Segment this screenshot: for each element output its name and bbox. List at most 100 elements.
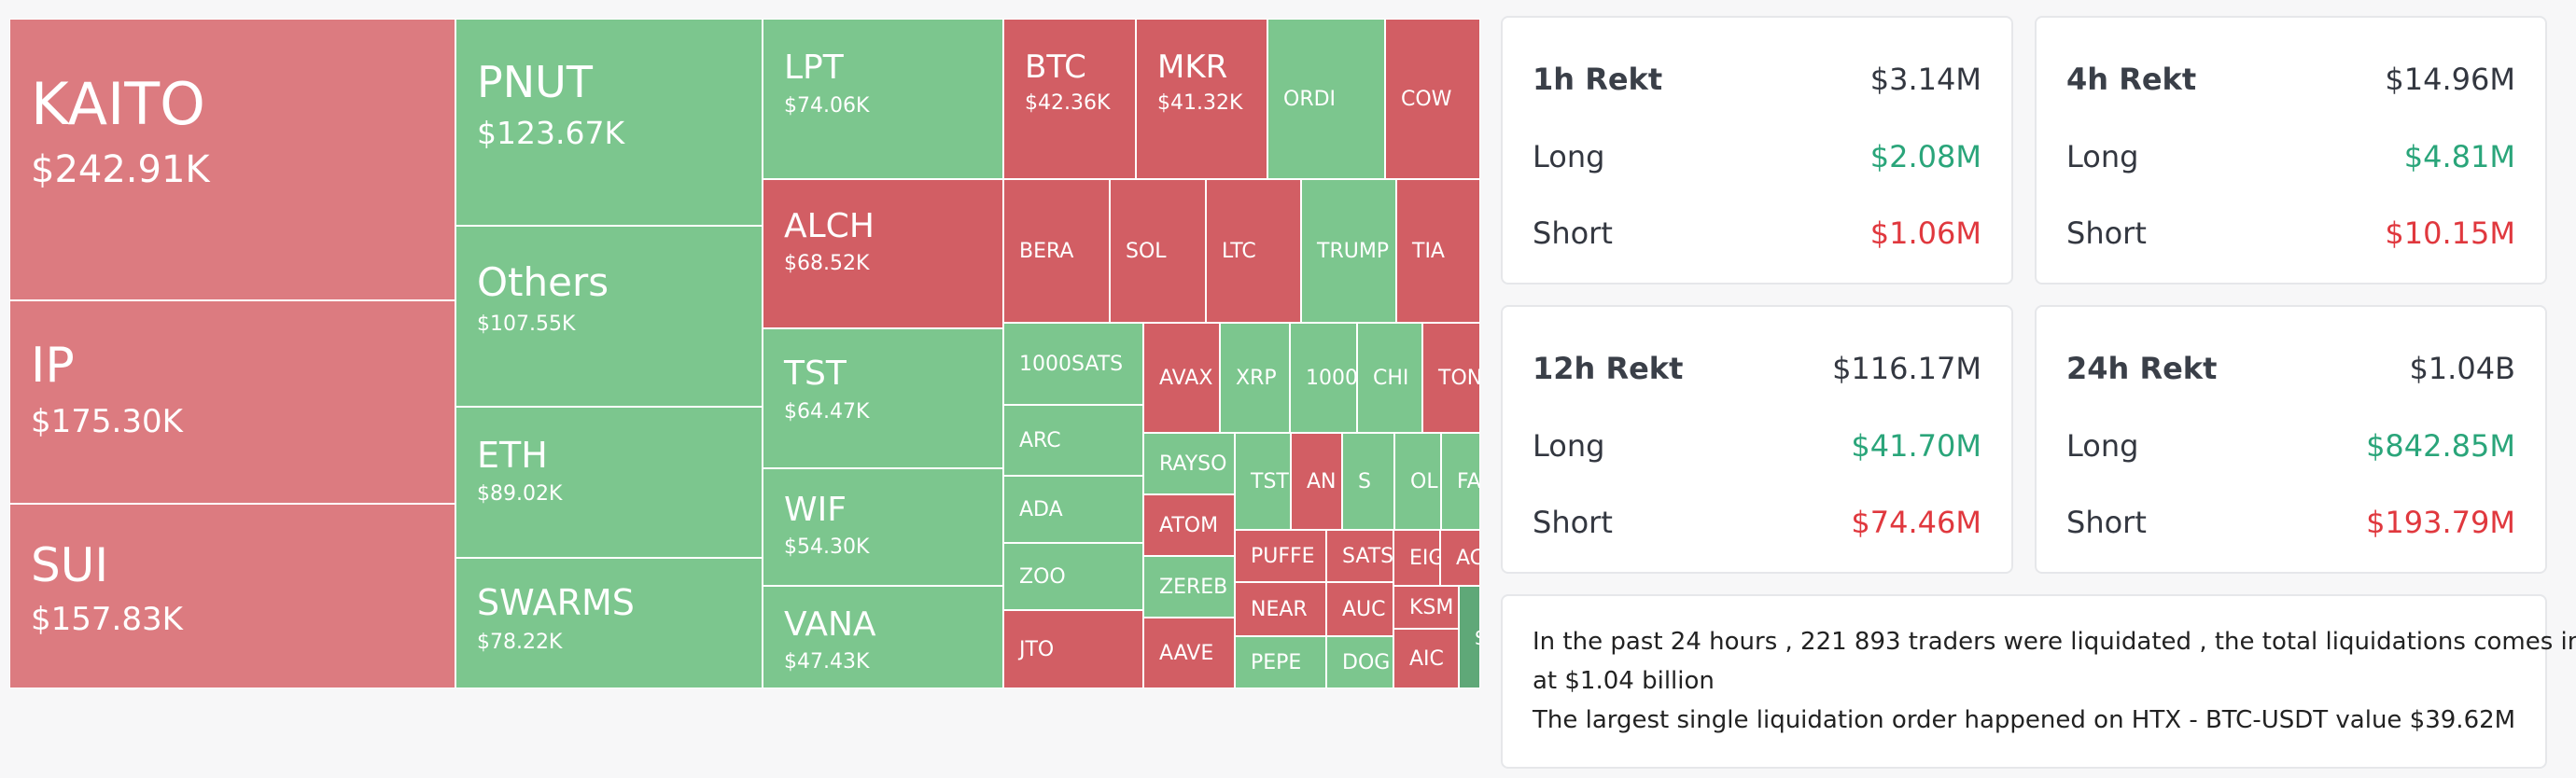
treemap-tile-ac[interactable]: AC [1440, 530, 1480, 586]
treemap-tile-tst[interactable]: TST $64.47K [763, 328, 1003, 468]
treemap-tile-auc[interactable]: AUC [1326, 582, 1393, 636]
treemap-tile-aic[interactable]: AIC [1393, 629, 1459, 688]
tile-symbol: ORDI [1283, 88, 1337, 111]
tile-symbol: MKR [1157, 49, 1228, 86]
treemap-tile-s[interactable]: S [1459, 586, 1480, 688]
treemap-tile-avax[interactable]: AVAX [1143, 323, 1220, 433]
tile-symbol: LTC [1222, 240, 1256, 263]
tile-symbol: IP [31, 338, 75, 394]
treemap-tile-xrp[interactable]: XRP [1220, 323, 1290, 433]
tile-symbol: COW [1401, 88, 1452, 111]
tile-symbol: AUC [1342, 598, 1386, 621]
treemap-tile-arc[interactable]: ARC [1003, 405, 1143, 476]
tile-symbol: OL [1410, 470, 1438, 493]
treemap-tile-mkr[interactable]: MKR $41.32K [1136, 19, 1267, 179]
treemap-tile-ksm[interactable]: KSM [1393, 586, 1459, 629]
tile-value: $123.67K [477, 115, 625, 151]
treemap-tile-ordi[interactable]: ORDI [1267, 19, 1385, 179]
treemap-tile-trump[interactable]: TRUMP [1301, 179, 1396, 323]
tile-symbol: SWARMS [477, 582, 635, 623]
tile-symbol: PUFFE [1251, 545, 1315, 568]
treemap-tile-wif[interactable]: WIF $54.30K [763, 468, 1003, 586]
long-label: Long [2066, 428, 2139, 464]
treemap-tile-1000[interactable]: 1000 [1290, 323, 1357, 433]
tile-value: $89.02K [477, 482, 563, 506]
short-label: Short [2066, 215, 2147, 251]
short-label: Short [1533, 215, 1613, 251]
tile-symbol: TON [1438, 367, 1480, 390]
tile-symbol: XRP [1236, 367, 1277, 390]
treemap-tile-swarms[interactable]: SWARMS $78.22K [455, 558, 763, 688]
summary-line-3: The largest single liquidation order hap… [1533, 706, 2516, 734]
treemap-tile-s[interactable]: S [1342, 433, 1394, 530]
long-value: $41.70M [1851, 428, 1981, 464]
short-label: Short [2066, 505, 2147, 540]
tile-value: $157.83K [31, 601, 183, 638]
tile-symbol: NEAR [1251, 598, 1308, 621]
treemap-tile-kaito[interactable]: KAITO $242.91K [9, 19, 455, 300]
long-label: Long [1533, 139, 1605, 174]
treemap-tile-pnut[interactable]: PNUT $123.67K [455, 19, 763, 226]
treemap-tile-zoo[interactable]: ZOO [1003, 543, 1143, 610]
tile-value: $242.91K [31, 148, 210, 191]
tile-symbol: ZOO [1019, 565, 1066, 589]
tile-symbol: TST [1251, 470, 1289, 493]
tile-symbol: ZEREB [1159, 576, 1228, 599]
treemap-tile-ada[interactable]: ADA [1003, 476, 1143, 543]
treemap-tile-aave[interactable]: AAVE [1143, 618, 1235, 688]
tile-value: $175.30K [31, 403, 183, 440]
treemap-tile-btc[interactable]: BTC $42.36K [1003, 19, 1136, 179]
tile-value: $42.36K [1025, 91, 1111, 115]
treemap-tile-sats[interactable]: SATS [1326, 530, 1393, 582]
treemap-tile-ltc[interactable]: LTC [1206, 179, 1301, 323]
treemap-tile-sui[interactable]: SUI $157.83K [9, 504, 455, 688]
card-title: 1h Rekt [1533, 62, 1663, 97]
tile-symbol: KAITO [31, 70, 205, 138]
treemap-tile-chi[interactable]: CHI [1357, 323, 1422, 433]
tile-symbol: S [1475, 627, 1479, 649]
treemap-tile-fa[interactable]: FA [1441, 433, 1480, 530]
short-value: $193.79M [2366, 505, 2515, 540]
treemap-tile-cow[interactable]: COW [1385, 19, 1480, 179]
tile-symbol: ADA [1019, 498, 1063, 521]
treemap-tile-rayso[interactable]: RAYSO [1143, 433, 1235, 494]
treemap-tile-an[interactable]: AN [1291, 433, 1342, 530]
treemap-tile-tia[interactable]: TIA [1396, 179, 1480, 323]
treemap-tile-lpt[interactable]: LPT $74.06K [763, 19, 1003, 179]
treemap-tile-eig[interactable]: EIG [1393, 530, 1440, 586]
tile-symbol: ARC [1019, 429, 1061, 452]
treemap-tile-vana[interactable]: VANA $47.43K [763, 586, 1003, 688]
tile-symbol: AVAX [1159, 367, 1213, 390]
treemap-tile-ton[interactable]: TON [1422, 323, 1480, 433]
treemap-tile-puffe[interactable]: PUFFE [1235, 530, 1326, 582]
treemap-tile-ol[interactable]: OL [1394, 433, 1441, 530]
treemap-tile-sol[interactable]: SOL [1110, 179, 1206, 323]
treemap-tile-eth[interactable]: ETH $89.02K [455, 407, 763, 558]
tile-symbol: PEPE [1251, 651, 1302, 674]
long-label: Long [2066, 139, 2139, 174]
card-total: $116.17M [1832, 351, 1981, 386]
tile-symbol: AAVE [1159, 642, 1214, 665]
treemap-tile-tst[interactable]: TST [1235, 433, 1291, 530]
tile-symbol: SUI [31, 538, 109, 592]
treemap-tile-ip[interactable]: IP $175.30K [9, 300, 455, 504]
treemap-tile-pepe[interactable]: PEPE [1235, 636, 1326, 688]
treemap-tile-bera[interactable]: BERA [1003, 179, 1110, 323]
treemap-tile-dog[interactable]: DOG [1326, 636, 1393, 688]
treemap-tile-alch[interactable]: ALCH $68.52K [763, 179, 1003, 328]
long-value: $842.85M [2366, 428, 2515, 464]
card-title: 12h Rekt [1533, 351, 1684, 386]
tile-symbol: Others [477, 259, 609, 305]
treemap-tile-others[interactable]: Others $107.55K [455, 226, 763, 407]
treemap-tile-jto[interactable]: JTO [1003, 610, 1143, 688]
short-value: $74.46M [1851, 505, 1981, 540]
treemap-tile-atom[interactable]: ATOM [1143, 494, 1235, 556]
tile-symbol: SOL [1126, 240, 1167, 263]
tile-symbol: 1000 [1306, 367, 1357, 390]
tile-symbol: TST [784, 354, 847, 393]
treemap-tile-zereb[interactable]: ZEREB [1143, 556, 1235, 618]
tile-symbol: SATS [1342, 545, 1393, 568]
treemap-tile-near[interactable]: NEAR [1235, 582, 1326, 636]
treemap-tile-1000sats[interactable]: 1000SATS [1003, 323, 1143, 405]
tile-symbol: VANA [784, 605, 876, 644]
